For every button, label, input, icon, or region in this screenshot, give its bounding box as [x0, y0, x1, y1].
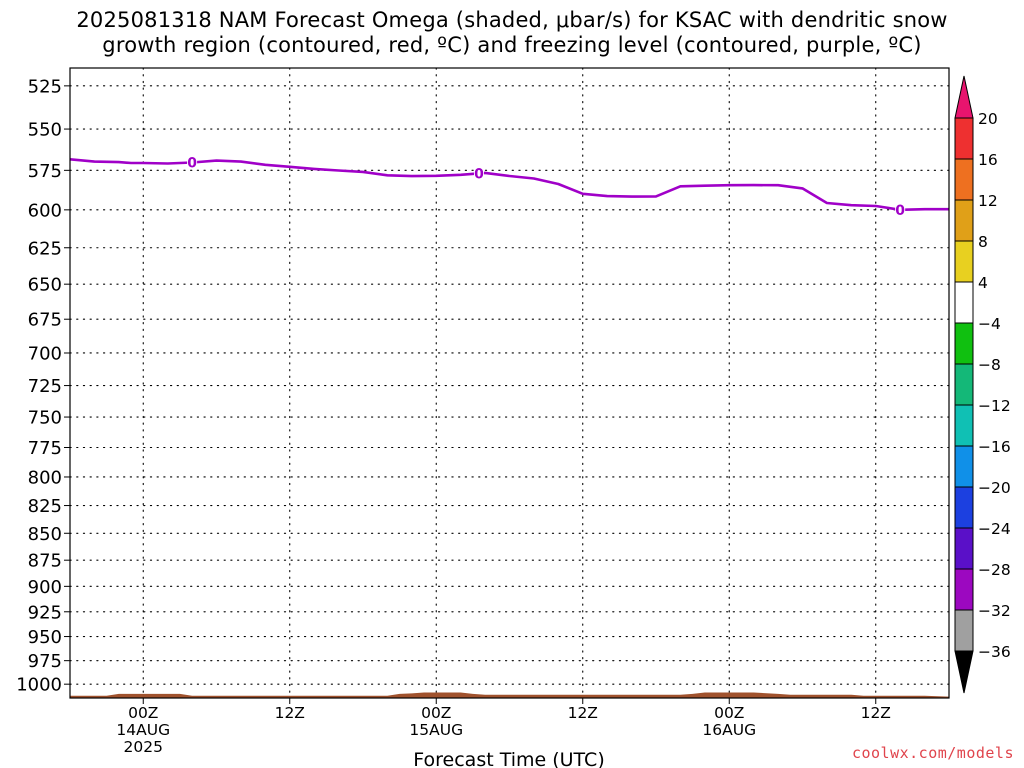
colorbar-label: −16: [978, 438, 1011, 456]
colorbar: 20 16 12 8 4 −4 −8 −12 −16 −20 −24 −28 −32 −36: [954, 75, 1011, 694]
x-axis-label: Forecast Time (UTC): [413, 749, 604, 768]
freezing-level-line: [70, 158, 949, 212]
terrain-area: [70, 692, 949, 698]
colorbar-swatch: [954, 363, 974, 406]
chart-title: 2025081318 NAM Forecast Omega (shaded, μ…: [76, 8, 948, 57]
series-layer: 0 0 0: [70, 154, 949, 219]
y-tick-label: 925: [28, 602, 62, 623]
colorbar-swatch: [954, 281, 974, 324]
y-tick-label: 875: [28, 551, 62, 572]
y-tick-label: 975: [28, 651, 62, 672]
colorbar-label: −20: [978, 479, 1011, 497]
contour-label-bg: [187, 154, 198, 169]
y-tick-label: 725: [28, 376, 62, 397]
plot-frame: [69, 67, 950, 699]
x-tick-label: 12Z: [275, 704, 305, 722]
colorbar-swatch: [954, 117, 974, 160]
colorbar-swatch: [954, 240, 974, 283]
colorbar-label: −32: [978, 602, 1011, 620]
x-tick-label: 15AUG: [409, 721, 463, 739]
colorbar-label: 20: [978, 110, 998, 128]
y-tick-label: 625: [28, 238, 62, 259]
colorbar-label: −8: [978, 356, 1001, 374]
y-tick-label: 1000: [16, 675, 62, 696]
colorbar-swatch: [954, 609, 974, 652]
y-tick-label: 800: [28, 467, 62, 488]
y-tick-label: 600: [28, 200, 62, 221]
colorbar-label: −24: [978, 520, 1011, 538]
y-axis: 525 550 575 600 625 650 675 700 725 750 775 800 825 8…: [16, 76, 70, 696]
watermark: coolwx.com/models: [851, 744, 1014, 762]
colorbar-label: −28: [978, 561, 1011, 579]
x-tick-label: 2025: [124, 738, 163, 756]
terrain-layer: [70, 692, 949, 698]
x-tick-label: 12Z: [568, 704, 598, 722]
colorbar-swatch: [954, 445, 974, 488]
y-tick-label: 825: [28, 496, 62, 517]
colorbar-label: 8: [978, 233, 988, 251]
x-tick-label: 00Z: [128, 704, 158, 722]
contour-label: 0: [187, 156, 197, 172]
y-tick-label: 750: [28, 408, 62, 429]
y-tick-label: 650: [28, 275, 62, 296]
x-tick-label: 14AUG: [116, 721, 170, 739]
colorbar-swatch: [954, 568, 974, 611]
colorbar-swatch: [954, 199, 974, 242]
x-tick-label: 00Z: [421, 704, 451, 722]
x-tick-label: 00Z: [714, 704, 744, 722]
colorbar-label: 4: [978, 274, 988, 292]
y-tick-label: 775: [28, 438, 62, 459]
colorbar-label: −36: [978, 643, 1011, 661]
y-tick-label: 850: [28, 524, 62, 545]
colorbar-swatch: [954, 527, 974, 570]
x-tick-label: 12Z: [861, 704, 891, 722]
colorbar-bottom-arrow: [954, 650, 974, 694]
colorbar-swatch: [954, 486, 974, 529]
x-tick-label: 16AUG: [702, 721, 756, 739]
colorbar-label: −12: [978, 397, 1011, 415]
colorbar-label: 12: [978, 192, 998, 210]
contour-label: 0: [895, 203, 905, 219]
y-tick-label: 675: [28, 310, 62, 331]
contour-label-bg: [895, 201, 906, 216]
colorbar-swatch: [954, 322, 974, 365]
y-tick-label: 950: [28, 627, 62, 648]
grid: [69, 67, 950, 699]
colorbar-top-arrow: [954, 75, 974, 119]
y-tick-label: 700: [28, 343, 62, 364]
colorbar-label: 16: [978, 151, 998, 169]
colorbar-label: −4: [978, 315, 1001, 333]
y-tick-label: 525: [28, 76, 62, 97]
colorbar-swatch: [954, 404, 974, 447]
contour-label: 0: [474, 166, 484, 182]
y-tick-label: 575: [28, 161, 62, 182]
contour-label-bg: [473, 165, 484, 180]
y-tick-label: 550: [28, 120, 62, 141]
y-tick-label: 900: [28, 577, 62, 598]
colorbar-swatch: [954, 158, 974, 201]
